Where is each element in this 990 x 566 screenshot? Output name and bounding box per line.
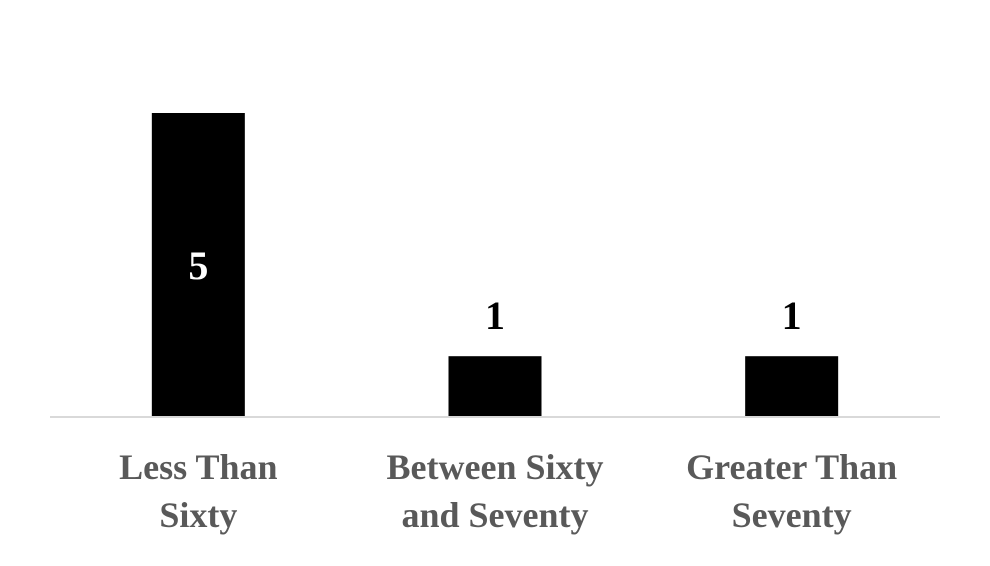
category-labels-group: Less Than Sixty Between Sixty and Seventy Gr… (119, 447, 897, 535)
bar (448, 356, 542, 417)
bar (151, 113, 245, 417)
category-label: Between Sixty and Seventy (387, 447, 604, 535)
data-labels-group: 5 1 1 (188, 243, 801, 338)
category-label: Greater Than Seventy (686, 447, 897, 535)
data-label: 1 (782, 293, 802, 338)
data-label: 1 (485, 293, 505, 338)
bar (745, 356, 839, 417)
category-label: Less Than Sixty (119, 447, 277, 535)
data-label: 5 (188, 243, 208, 288)
bars-group (151, 113, 839, 417)
